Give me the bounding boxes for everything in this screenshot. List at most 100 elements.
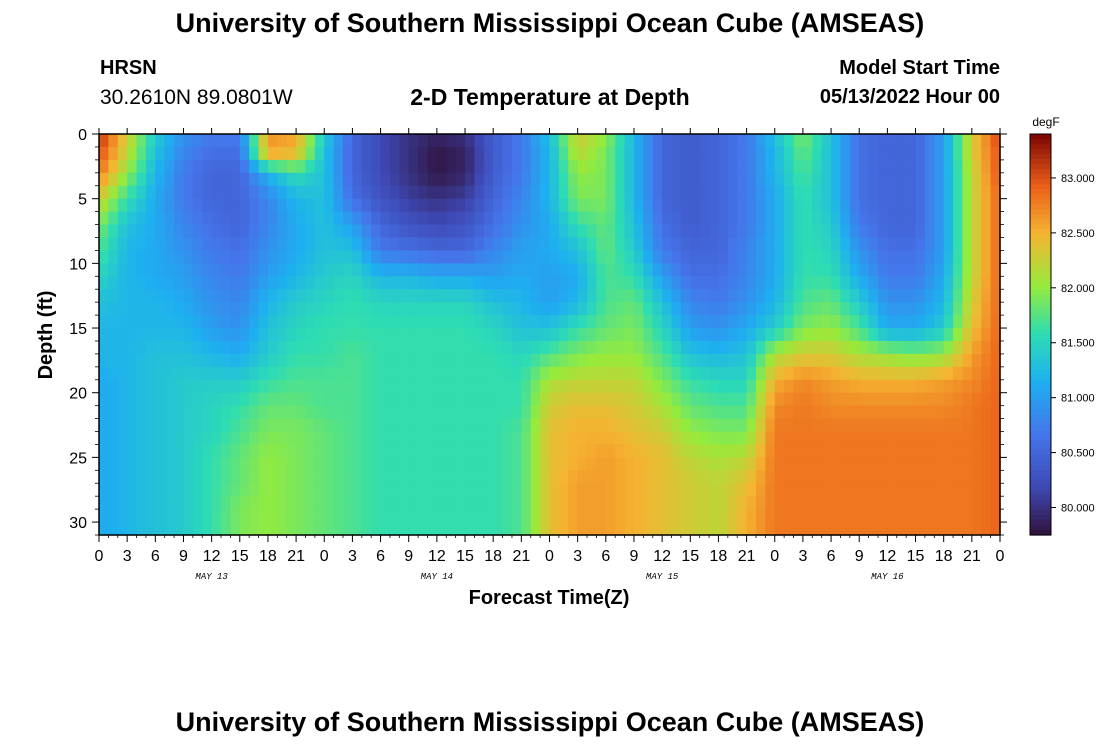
heatmap-cell	[746, 276, 757, 290]
heatmap-cell	[136, 146, 147, 161]
heatmap-cell	[427, 328, 438, 342]
heatmap-cell	[267, 224, 278, 239]
heatmap-cell	[455, 392, 466, 407]
heatmap-cell	[549, 250, 560, 264]
heatmap-cell	[305, 470, 316, 484]
heatmap-cell	[971, 522, 982, 536]
heatmap-cell	[765, 185, 776, 200]
heatmap-cell	[615, 159, 626, 174]
heatmap-cell	[258, 431, 269, 446]
heatmap-cell	[267, 353, 278, 368]
heatmap-cell	[258, 392, 269, 407]
heatmap-cell	[540, 340, 551, 355]
heatmap-cell	[249, 276, 260, 290]
heatmap-cell	[427, 522, 438, 536]
heatmap-cell	[755, 172, 766, 187]
heatmap-cell	[915, 134, 926, 148]
heatmap-cell	[831, 263, 842, 277]
heatmap-cell	[174, 392, 185, 407]
heatmap-cell	[352, 237, 363, 252]
heatmap-cell	[174, 470, 185, 484]
heatmap-cell	[690, 496, 701, 510]
heatmap-cell	[652, 392, 663, 407]
heatmap-cell	[802, 237, 813, 252]
heatmap-cell	[577, 509, 588, 523]
heatmap-cell	[164, 237, 175, 252]
heatmap-cell	[624, 315, 635, 329]
heatmap-cell	[784, 276, 795, 290]
heatmap-cell	[755, 328, 766, 342]
heatmap-cell	[371, 328, 382, 342]
heatmap-cell	[127, 237, 138, 252]
heatmap-cell	[774, 483, 785, 497]
heatmap-cell	[221, 379, 231, 394]
heatmap-cell	[953, 302, 964, 316]
heatmap-cell	[239, 328, 250, 342]
heatmap-cell	[324, 263, 335, 277]
heatmap-cell	[915, 302, 926, 316]
heatmap-cell	[727, 496, 738, 510]
heatmap-cell	[953, 353, 964, 368]
heatmap-cell	[981, 289, 992, 303]
heatmap-cell	[774, 211, 785, 226]
heatmap-cell	[493, 457, 504, 471]
heatmap-cell	[258, 250, 269, 264]
heatmap-cell	[530, 340, 541, 355]
heatmap-cell	[314, 483, 325, 497]
x-tick-label: 12	[428, 548, 446, 565]
heatmap-cell	[924, 302, 935, 316]
heatmap-cell	[540, 315, 551, 329]
heatmap-cell	[587, 457, 598, 471]
heatmap-cell	[990, 340, 1001, 355]
heatmap-cell	[108, 353, 119, 368]
heatmap-cell	[943, 405, 954, 420]
heatmap-cell	[765, 315, 776, 329]
heatmap-cell	[737, 211, 748, 226]
heatmap-cell	[671, 289, 682, 303]
heatmap-cell	[465, 263, 476, 277]
heatmap-cell	[943, 379, 954, 394]
heatmap-cell	[483, 483, 494, 497]
heatmap-cell	[915, 496, 926, 510]
heatmap-cell	[108, 302, 119, 316]
heatmap-cell	[502, 263, 513, 277]
heatmap-cell	[605, 237, 616, 252]
heatmap-cell	[530, 392, 541, 407]
heatmap-cell	[127, 263, 138, 277]
heatmap-cell	[596, 509, 607, 523]
heatmap-cell	[493, 483, 504, 497]
heatmap-cell	[971, 263, 982, 277]
heatmap-cell	[436, 353, 447, 368]
heatmap-cell	[652, 315, 663, 329]
heatmap-cell	[671, 146, 682, 161]
heatmap-cell	[202, 522, 213, 536]
heatmap-cell	[643, 185, 654, 200]
heatmap-cell	[971, 146, 982, 161]
heatmap-cell	[455, 224, 466, 239]
heatmap-cell	[136, 496, 147, 510]
heatmap-cell	[427, 457, 438, 471]
heatmap-cell	[568, 250, 579, 264]
heatmap-cell	[887, 237, 898, 252]
heatmap-cell	[427, 496, 438, 510]
heatmap-cell	[446, 185, 457, 200]
heatmap-cell	[511, 353, 522, 368]
heatmap-cell	[633, 198, 644, 213]
heatmap-cell	[615, 289, 626, 303]
heatmap-cell	[671, 172, 682, 187]
heatmap-cell	[605, 431, 616, 446]
heatmap-cell	[868, 470, 879, 484]
heatmap-cell	[249, 379, 260, 394]
heatmap-cell	[915, 289, 926, 303]
heatmap-cell	[643, 328, 654, 342]
heatmap-cell	[558, 211, 569, 226]
heatmap-cell	[117, 353, 128, 368]
heatmap-cell	[502, 496, 513, 510]
heatmap-cell	[380, 289, 391, 303]
heatmap-cell	[859, 302, 870, 316]
heatmap-cell	[680, 134, 691, 148]
heatmap-cell	[286, 444, 297, 458]
heatmap-cell	[511, 509, 522, 523]
heatmap-cell	[727, 134, 738, 148]
heatmap-cell	[990, 444, 1001, 458]
